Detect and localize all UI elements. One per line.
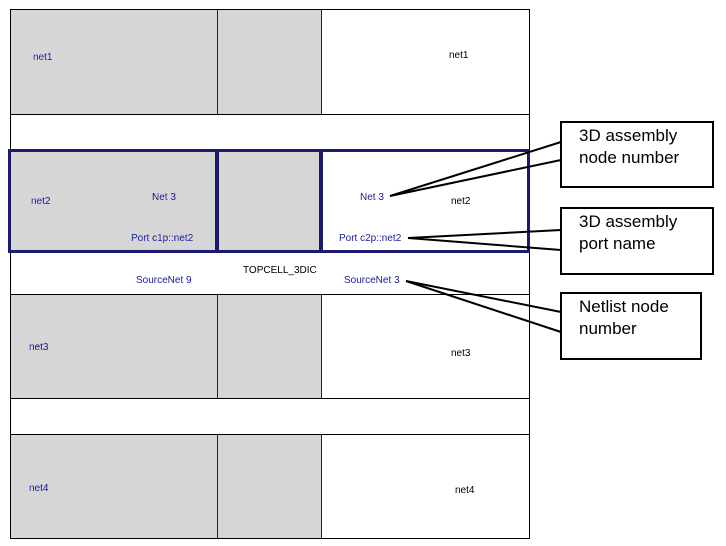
leader-node-number-1 [389,141,562,197]
highlight-box-c2p [320,149,530,253]
column-divider [321,435,322,538]
row2-middle-region [218,150,321,252]
row2-right-port: Port c2p::net2 [339,233,402,244]
row1-right-label: net1 [449,50,469,61]
column-divider [321,295,322,398]
row2-right-net: Net 3 [360,192,384,203]
row1-left-region [11,10,217,114]
callout-line: number [579,319,637,338]
column-divider [321,10,322,114]
row2-left-net: Net 3 [152,192,176,203]
callout-netlist-node: Netlist node number [560,292,702,360]
layout-frame [10,9,530,539]
row3-left-region [11,295,217,398]
row2-right-label: net2 [451,196,471,207]
column-divider [217,295,218,398]
callout-line: 3D assembly [579,212,678,231]
source-net-left: SourceNet 9 [136,275,192,286]
row2-left-region [11,150,217,252]
callout-port-name: 3D assembly port name [560,207,714,275]
row2-left-label: net2 [31,196,51,207]
leader-port-name-2 [407,237,562,251]
column-divider [217,435,218,538]
separator-line [10,398,530,399]
callout-node-number: 3D assembly node number [560,121,714,188]
row3-right-label: net3 [451,348,471,359]
separator-line [10,294,530,295]
callout-line: 3D assembly [579,126,678,145]
row3-middle-region [218,295,321,398]
column-divider [217,10,218,114]
row4-right-label: net4 [455,485,475,496]
source-net-right: SourceNet 3 [344,275,400,286]
topcell-title: TOPCELL_3DIC [243,265,317,276]
leader-netlist-2 [405,280,562,333]
row1-left-label: net1 [33,52,53,63]
row1-middle-region [218,10,321,114]
callout-line: node number [579,148,680,167]
row4-left-label: net4 [29,483,49,494]
row4-middle-region [218,435,321,538]
callout-line: Netlist node [579,297,669,316]
row4-left-region [11,435,217,538]
row2-left-port: Port c1p::net2 [131,233,194,244]
leader-netlist-1 [405,280,562,313]
callout-line: port name [579,234,656,253]
separator-line [10,114,530,115]
leader-node-number-2 [389,159,562,197]
separator-line [10,434,530,435]
row3-left-label: net3 [29,342,49,353]
leader-port-name-1 [407,229,562,239]
